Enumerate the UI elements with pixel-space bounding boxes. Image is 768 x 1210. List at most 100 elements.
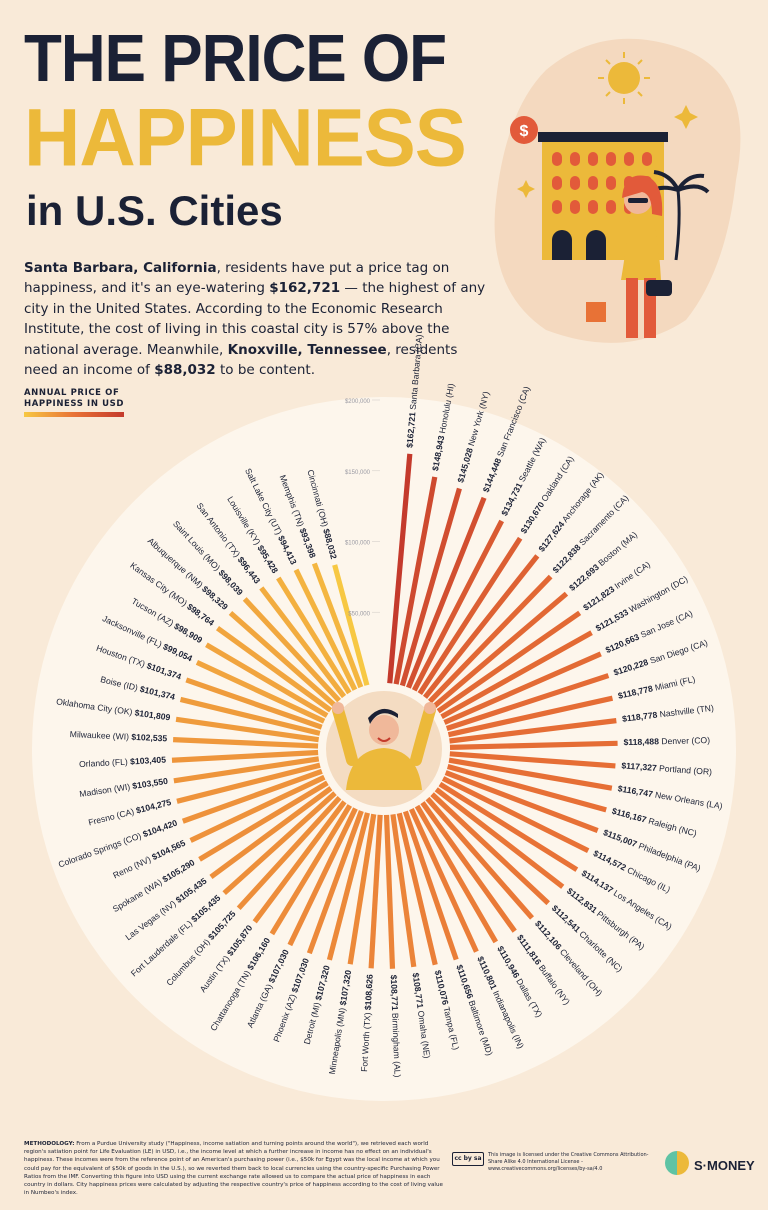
bar-28 [402, 810, 459, 961]
bar-30 [390, 814, 417, 968]
bar-17 [448, 757, 613, 791]
bar-36 [287, 807, 358, 947]
bars-group [171, 453, 618, 969]
bar-57 [259, 586, 347, 699]
bar-10 [440, 630, 593, 720]
intro-city-1: Santa Barbara, California [24, 260, 217, 276]
bar-59 [293, 568, 358, 691]
bar-city-16: Portland (OR) [656, 763, 712, 777]
bar-41 [209, 786, 333, 880]
bar-value-14: $118,778 [622, 710, 659, 724]
bar-29 [396, 812, 438, 966]
axis-tick-2: $150,000 [345, 470, 371, 476]
bar-label-32: Fort Worth (TX) $108,626 [359, 974, 375, 1072]
bar-20 [441, 776, 590, 854]
bar-51 [185, 677, 323, 730]
bar-16 [449, 751, 616, 769]
bar-7 [427, 574, 553, 704]
bar-55 [228, 610, 337, 708]
bar-35 [306, 810, 364, 955]
axis-tick-1: $100,000 [345, 541, 371, 547]
bar-23 [430, 792, 550, 906]
bar-56 [242, 597, 342, 703]
woman-figure [586, 175, 672, 338]
axis-tick-0: $50,000 [348, 611, 370, 617]
methodology-label: METHODOLOGY: [24, 1141, 75, 1147]
axis-tick-3: $200,000 [345, 399, 371, 405]
bar-11 [443, 651, 602, 725]
bar-46 [173, 756, 320, 784]
bar-15 [449, 740, 618, 750]
cc-license-badge[interactable]: cc by sa [452, 1152, 484, 1166]
intro-paragraph: Santa Barbara, California, residents hav… [24, 258, 494, 380]
bar-32 [368, 814, 383, 969]
bar-50 [179, 696, 321, 736]
bar-label-31: $108,771 Birmingham (AL) [388, 975, 402, 1078]
bar-49 [175, 716, 320, 743]
bar-city-47: Orlando (FL) [79, 757, 131, 770]
bar-value-47: $103,405 [130, 755, 167, 767]
bar-13 [447, 695, 614, 738]
bar-37 [269, 804, 353, 936]
hero-illustration: $ [494, 38, 741, 343]
palm-tree-icon [646, 170, 710, 261]
bar-2 [399, 487, 462, 687]
bar-4 [411, 519, 505, 692]
bar-18 [446, 763, 607, 813]
bar-61 [332, 564, 370, 686]
title-line-2: HAPPINESS [24, 90, 467, 184]
bar-12 [445, 673, 610, 731]
bar-47 [171, 749, 319, 763]
bar-14 [449, 718, 617, 744]
bar-0 [387, 453, 413, 684]
bar-5 [417, 536, 523, 695]
bar-52 [195, 660, 326, 724]
bar-6 [422, 554, 540, 699]
bar-value-31: $108,771 [388, 975, 399, 1011]
bar-3 [406, 496, 487, 689]
methodology-note: METHODOLOGY: From a Purdue University st… [24, 1140, 444, 1197]
bar-label-15: $118,488 Denver (CO) [623, 735, 710, 747]
intro-text-2: — the highest of any city in the United … [24, 280, 486, 358]
bar-1 [393, 476, 438, 685]
bar-45 [176, 762, 321, 804]
bar-9 [436, 610, 582, 714]
bar-43 [189, 774, 326, 843]
bar-city-32: Fort Worth (TX) [359, 1010, 373, 1072]
bar-value-48: $102,535 [131, 732, 167, 744]
bar-40 [222, 791, 337, 896]
bar-label-47: Orlando (FL) $103,405 [79, 755, 167, 770]
brand-name[interactable]: S·MONEY [694, 1158, 755, 1173]
sun-icon [598, 52, 650, 104]
bar-48 [173, 737, 319, 749]
bar-city-15: Denver (CO) [659, 735, 710, 746]
center-figure [322, 687, 446, 811]
bar-22 [434, 787, 565, 889]
intro-amount-1: $162,721 [269, 280, 341, 297]
bar-34 [326, 812, 370, 961]
bar-24 [425, 796, 535, 920]
bar-39 [236, 796, 342, 911]
bar-label-16: $117,327 Portland (OR) [621, 761, 712, 778]
svg-text:$: $ [520, 123, 529, 140]
license-text: This image is licensed under the Creativ… [488, 1152, 649, 1172]
bar-value-0: $162,721 [405, 411, 418, 448]
bar-58 [276, 576, 352, 695]
bar-60 [311, 562, 364, 689]
bar-value-16: $117,327 [621, 761, 657, 774]
bar-8 [432, 591, 569, 709]
bar-44 [181, 768, 323, 824]
bar-label-48: Milwaukee (WI) $102,535 [70, 729, 168, 743]
legend-title: ANNUAL PRICE OF HAPPINESS IN USD [24, 388, 124, 409]
bar-53 [205, 642, 329, 718]
bar-27 [409, 807, 479, 953]
bar-city-48: Milwaukee (WI) [70, 729, 132, 742]
bar-26 [414, 804, 499, 944]
bar-21 [438, 781, 579, 872]
bar-value-32: $108,626 [363, 974, 375, 1011]
bar-42 [198, 780, 329, 862]
intro-city-2: Knoxville, Tennessee [227, 341, 387, 358]
intro-text-4: to be content. [215, 362, 315, 379]
dollar-coin-icon: $ [510, 116, 538, 144]
